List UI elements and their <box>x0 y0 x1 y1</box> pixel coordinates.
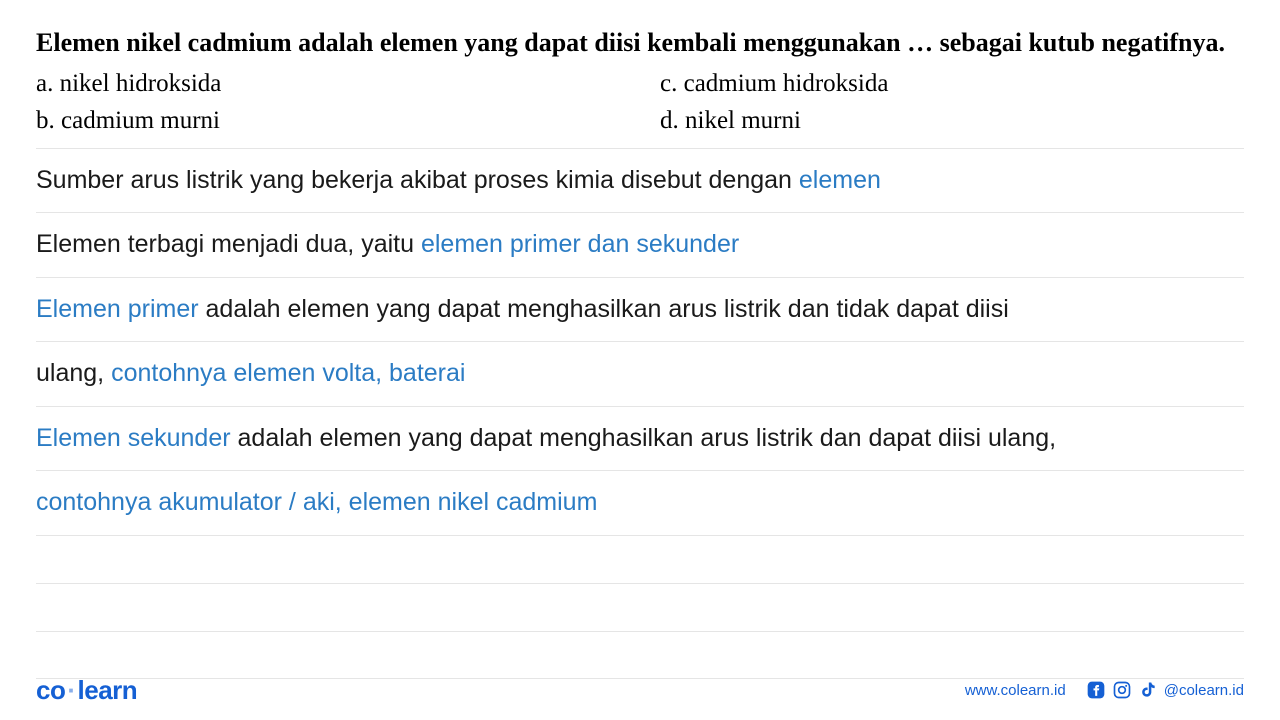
explanation-line-4: ulang, contohnya elemen volta, baterai <box>36 341 1244 406</box>
footer-right: www.colearn.id @colearn.id <box>965 680 1244 700</box>
blank-line <box>36 583 1244 631</box>
logo-co: co <box>36 675 65 705</box>
logo-learn: learn <box>78 675 138 705</box>
question-text: Elemen nikel cadmium adalah elemen yang … <box>36 24 1244 62</box>
text-segment: Sumber arus listrik yang bekerja akibat … <box>36 166 799 194</box>
option-c: c. cadmium hidroksida <box>660 66 1244 101</box>
website-url: www.colearn.id <box>965 682 1066 699</box>
option-a: a. nikel hidroksida <box>36 66 620 101</box>
explanation-line-2: Elemen terbagi menjadi dua, yaitu elemen… <box>36 212 1244 277</box>
explanation-line-3: Elemen primer adalah elemen yang dapat m… <box>36 277 1244 342</box>
instagram-icon <box>1112 680 1132 700</box>
social-handle: @colearn.id <box>1164 682 1244 699</box>
keyword: elemen primer dan sekunder <box>421 230 739 258</box>
text-segment: ulang, <box>36 359 111 387</box>
tiktok-icon <box>1138 680 1158 700</box>
text-segment: adalah elemen yang dapat menghasilkan ar… <box>231 424 1057 452</box>
logo-dot: · <box>67 675 75 705</box>
footer: co·learn www.colearn.id @colearn.id <box>0 660 1280 720</box>
option-b: b. cadmium murni <box>36 103 620 138</box>
keyword: contohnya elemen volta, baterai <box>111 359 465 387</box>
logo: co·learn <box>36 675 137 706</box>
keyword: Elemen sekunder <box>36 424 231 452</box>
options-grid: a. nikel hidroksida c. cadmium hidroksid… <box>36 66 1244 138</box>
explanation-line-1: Sumber arus listrik yang bekerja akibat … <box>36 148 1244 213</box>
social-icons: @colearn.id <box>1086 680 1244 700</box>
explanation-line-6: contohnya akumulator / aki, elemen nikel… <box>36 470 1244 535</box>
explanation-line-5: Elemen sekunder adalah elemen yang dapat… <box>36 406 1244 471</box>
keyword: elemen <box>799 166 881 194</box>
keyword: Elemen primer <box>36 295 199 323</box>
option-d: d. nikel murni <box>660 103 1244 138</box>
explanation-block: Sumber arus listrik yang bekerja akibat … <box>36 148 1244 679</box>
text-segment: Elemen terbagi menjadi dua, yaitu <box>36 230 421 258</box>
keyword: contohnya akumulator / aki, elemen nikel… <box>36 488 597 516</box>
blank-line <box>36 535 1244 583</box>
facebook-icon <box>1086 680 1106 700</box>
text-segment: adalah elemen yang dapat menghasilkan ar… <box>199 295 1009 323</box>
